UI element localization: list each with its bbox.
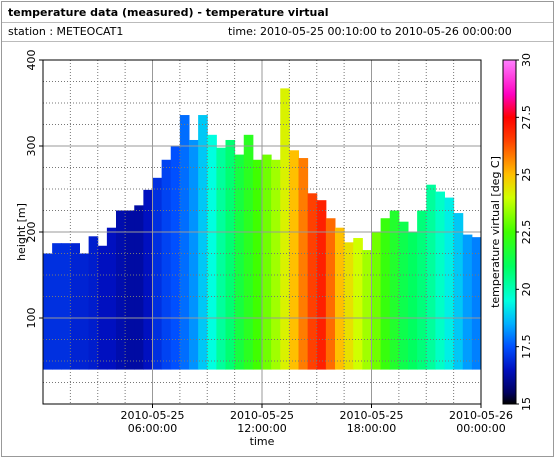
column [280,88,290,370]
colorbar-tick-label: 25 [520,168,533,182]
column [353,238,363,370]
colorbar-tick-label: 15 [520,397,533,411]
colorbar-tick-label: 22.5 [520,220,533,245]
column [453,213,464,370]
column [471,237,482,370]
column [97,245,108,370]
colorbar-tick-label: 20 [520,282,533,296]
colorbar-tick-label: 17.5 [520,334,533,359]
column [116,210,126,370]
x-tick-label: 2010-05-26 00:00:00 [449,409,513,435]
column [70,243,80,370]
column [271,159,281,370]
column [389,210,400,370]
column [198,115,208,370]
column [435,191,445,370]
title: temperature data (measured) - temperatur… [8,6,329,19]
time-range: time: 2010-05-25 00:10:00 to 2010-05-26 … [228,25,512,38]
x-tick-label: 2010-05-25 12:00:00 [230,409,294,435]
column [298,158,309,370]
column [61,243,71,370]
column [225,139,236,370]
column [380,218,391,370]
column [417,210,427,370]
station: station : METEOCAT1 [8,25,123,38]
column [106,227,117,370]
column [234,154,245,370]
column [398,221,409,370]
column [316,200,327,370]
x-axis-label: time [250,435,275,448]
column [444,197,455,370]
colorbar-label: temperature virtual [deg C] [489,156,502,308]
column [189,139,199,370]
column [344,242,354,370]
column [52,243,62,370]
column [371,232,382,370]
column [325,218,336,370]
column [408,232,418,370]
column [125,210,135,370]
column [262,154,272,370]
column [335,227,345,370]
column [307,193,318,370]
column [79,253,90,370]
column [362,250,372,370]
colorbar [502,59,517,405]
column [43,253,53,370]
column [207,134,217,370]
x-tick-label: 2010-05-25 06:00:00 [120,409,185,435]
y-tick-label: 300 [25,136,38,157]
y-tick-label: 100 [25,308,38,329]
column [88,236,99,370]
column [161,159,172,370]
column [170,146,181,370]
colorbar-tick-label: 27.5 [520,105,533,130]
column [426,184,436,370]
x-tick-label: 2010-05-25 18:00:00 [339,409,404,435]
column [152,177,163,370]
column [252,159,263,370]
column [216,147,226,370]
colorbar-tick-label: 30 [520,53,533,67]
y-tick-label: 400 [25,50,38,71]
column [143,189,153,370]
y-axis-label: height [m] [15,203,28,261]
plot-frame [42,59,482,405]
column [179,115,190,370]
column [289,150,299,370]
y-tick-label: 200 [25,222,38,243]
column [462,234,473,370]
column [134,205,144,370]
column [243,134,254,370]
